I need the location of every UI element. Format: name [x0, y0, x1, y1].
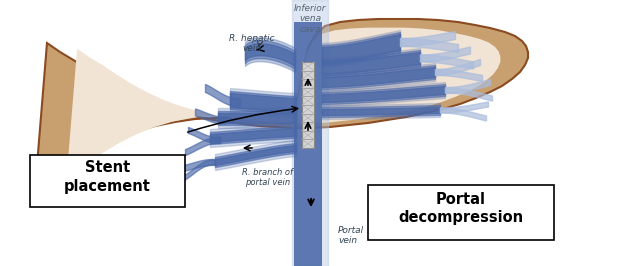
Polygon shape: [67, 28, 501, 178]
Polygon shape: [35, 19, 528, 190]
Text: R. hepatic
vein: R. hepatic vein: [229, 34, 275, 53]
Text: Portal
decompression: Portal decompression: [399, 192, 523, 225]
FancyBboxPatch shape: [368, 185, 554, 240]
Polygon shape: [294, 22, 322, 266]
Text: R. branch of
portal vein: R. branch of portal vein: [242, 168, 294, 188]
Text: Portal
vein: Portal vein: [338, 226, 364, 246]
Bar: [302, 62, 314, 148]
Text: Inferior
vena
cava: Inferior vena cava: [294, 4, 326, 34]
Text: Stent
placement: Stent placement: [64, 160, 151, 194]
FancyBboxPatch shape: [30, 155, 185, 207]
